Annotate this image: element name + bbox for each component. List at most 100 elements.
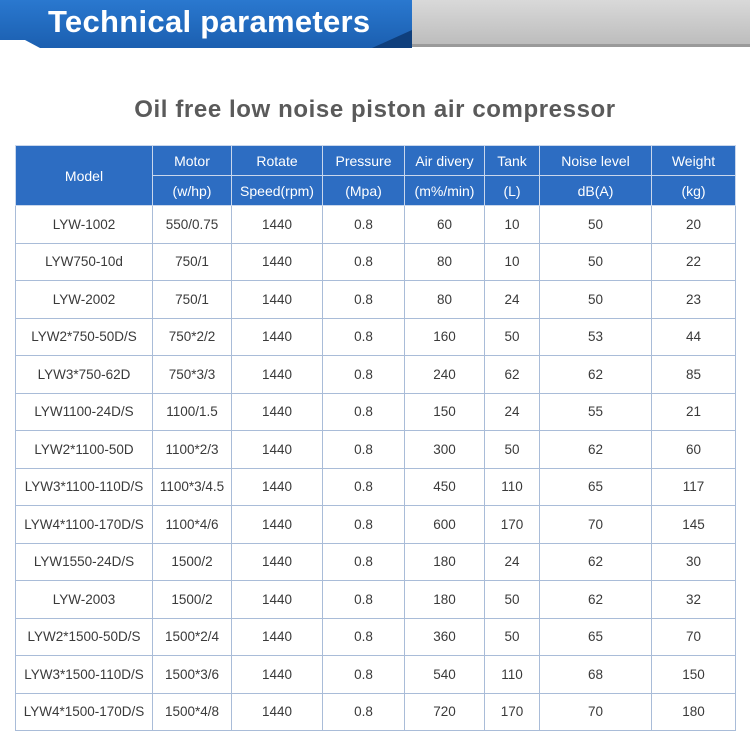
- table-cell: 50: [539, 280, 652, 319]
- table-cell: 0.8: [322, 317, 405, 356]
- table-header: Model Motor Rotate Pressure Air divery Tank No…: [15, 145, 736, 206]
- header-unit: dB(A): [539, 175, 652, 206]
- table-cell: 1100*3/4.5: [152, 467, 232, 506]
- banner-shadow: [408, 44, 750, 47]
- table-cell: 50: [539, 205, 652, 244]
- header-unit: (L): [484, 175, 540, 206]
- table-row: LYW3*750-62D 750*3/3 1440 0.8 240 62 62 85: [15, 355, 736, 394]
- table-cell: 0.8: [322, 392, 405, 431]
- table-cell: 1440: [231, 655, 323, 694]
- table-cell: 50: [539, 242, 652, 281]
- table-cell: 70: [539, 692, 652, 731]
- table-cell: 1500*2/4: [152, 617, 232, 656]
- table-cell: 0.8: [322, 580, 405, 619]
- table-cell: 117: [651, 467, 736, 506]
- header-row: (w/hp) Speed(rpm) (Mpa) (m%/min) (L) dB(A) (kg…: [16, 175, 736, 206]
- table-cell: 150: [651, 655, 736, 694]
- table-cell: 750/1: [152, 242, 232, 281]
- table-cell: LYW-1002: [15, 205, 153, 244]
- table-row: LYW2*750-50D/S 750*2/2 1440 0.8 160 50 53 44: [15, 317, 736, 356]
- table-cell: 1440: [231, 580, 323, 619]
- table-body: LYW-1002 550/0.75 1440 0.8 60 10 50 20 LYW750-10…: [15, 205, 736, 731]
- table-cell: 0.8: [322, 280, 405, 319]
- table-cell: 145: [651, 505, 736, 544]
- table-row: LYW1100-24D/S 1100/1.5 1440 0.8 150 24 55 21: [15, 392, 736, 431]
- table-row: LYW2*1100-50D 1100*2/3 1440 0.8 300 50 62 60: [15, 430, 736, 469]
- table-cell: 60: [651, 430, 736, 469]
- table-cell: 1440: [231, 317, 323, 356]
- table-cell: 300: [404, 430, 485, 469]
- header-cell: Noise level: [539, 145, 652, 176]
- table-row: LYW3*1500-110D/S 1500*3/6 1440 0.8 540 110 68 1…: [15, 655, 736, 694]
- table-cell: 1440: [231, 280, 323, 319]
- table-cell: 80: [404, 280, 485, 319]
- table-cell: 0.8: [322, 655, 405, 694]
- table-cell: 24: [484, 542, 540, 581]
- header-cell: Motor: [152, 145, 232, 176]
- table-cell: 70: [539, 505, 652, 544]
- table-cell: 0.8: [322, 205, 405, 244]
- table-cell: 1440: [231, 430, 323, 469]
- table-cell: 1440: [231, 692, 323, 731]
- table-cell: 170: [484, 692, 540, 731]
- header-cell: Pressure: [322, 145, 405, 176]
- table-cell: 600: [404, 505, 485, 544]
- table-cell: 24: [484, 392, 540, 431]
- table-cell: 150: [404, 392, 485, 431]
- table-cell: 1100*4/6: [152, 505, 232, 544]
- table-cell: 24: [484, 280, 540, 319]
- table-cell: 65: [539, 467, 652, 506]
- table-cell: 20: [651, 205, 736, 244]
- table-cell: 0.8: [322, 692, 405, 731]
- table-cell: 1440: [231, 355, 323, 394]
- table-cell: LYW2*1500-50D/S: [15, 617, 153, 656]
- table-cell: 1440: [231, 542, 323, 581]
- table-cell: LYW4*1500-170D/S: [15, 692, 153, 731]
- banner-bar: [400, 0, 750, 44]
- table-cell: 550/0.75: [152, 205, 232, 244]
- table-cell: 1440: [231, 617, 323, 656]
- table-cell: 1440: [231, 242, 323, 281]
- table-cell: 53: [539, 317, 652, 356]
- header-cell: Tank: [484, 145, 540, 176]
- table-cell: 50: [484, 430, 540, 469]
- table-cell: 180: [404, 542, 485, 581]
- header-unit: Speed(rpm): [231, 175, 323, 206]
- table-cell: 50: [484, 317, 540, 356]
- table-cell: 160: [404, 317, 485, 356]
- table-cell: LYW-2002: [15, 280, 153, 319]
- table-row: LYW3*1100-110D/S 1100*3/4.5 1440 0.8 450 110 6…: [15, 467, 736, 506]
- table-cell: 110: [484, 467, 540, 506]
- table-row: LYW-1002 550/0.75 1440 0.8 60 10 50 20: [15, 205, 736, 244]
- table-cell: LYW1100-24D/S: [15, 392, 153, 431]
- header-cell: Model: [15, 145, 153, 206]
- table-cell: 62: [539, 580, 652, 619]
- table-cell: 240: [404, 355, 485, 394]
- header-unit: (m%/min): [404, 175, 485, 206]
- banner: [0, 0, 750, 48]
- table-cell: LYW3*750-62D: [15, 355, 153, 394]
- header-unit: (w/hp): [152, 175, 232, 206]
- table-row: LYW750-10d 750/1 1440 0.8 80 10 50 22: [15, 242, 736, 281]
- table-cell: 80: [404, 242, 485, 281]
- table-cell: 50: [484, 617, 540, 656]
- table-cell: 110: [484, 655, 540, 694]
- table-cell: 1500*3/6: [152, 655, 232, 694]
- table-cell: 0.8: [322, 617, 405, 656]
- table-cell: LYW4*1100-170D/S: [15, 505, 153, 544]
- table-cell: 70: [651, 617, 736, 656]
- table-cell: 360: [404, 617, 485, 656]
- table-row: LYW-2003 1500/2 1440 0.8 180 50 62 32: [15, 580, 736, 619]
- table-cell: 0.8: [322, 467, 405, 506]
- table-cell: 0.8: [322, 355, 405, 394]
- table-cell: 21: [651, 392, 736, 431]
- table-cell: 1440: [231, 467, 323, 506]
- table-cell: 1440: [231, 505, 323, 544]
- banner-box: [0, 0, 412, 48]
- table-cell: LYW2*1100-50D: [15, 430, 153, 469]
- table-cell: 30: [651, 542, 736, 581]
- table-cell: 1500/2: [152, 542, 232, 581]
- table-cell: 32: [651, 580, 736, 619]
- table-cell: LYW1550-24D/S: [15, 542, 153, 581]
